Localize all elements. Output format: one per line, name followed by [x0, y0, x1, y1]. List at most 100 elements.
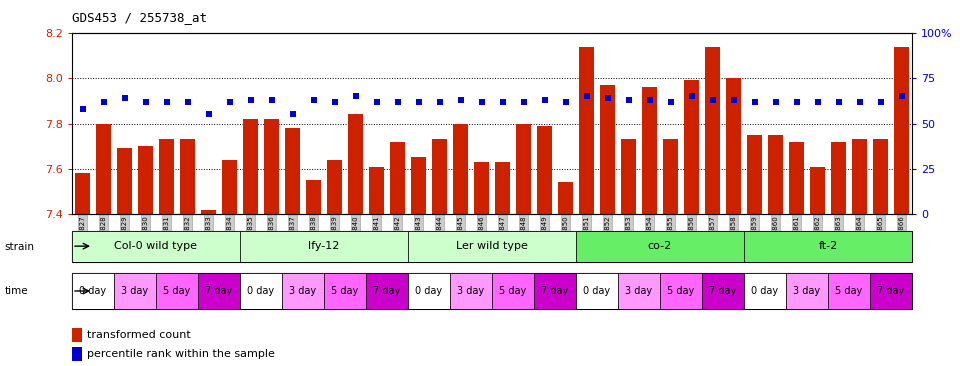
Bar [810, 167, 825, 214]
Point [768, 99, 783, 105]
Text: strain: strain [5, 242, 35, 252]
Point [285, 112, 300, 117]
Point [453, 97, 468, 103]
Text: 0 day: 0 day [584, 286, 611, 296]
Bar [453, 124, 468, 214]
Point [537, 97, 552, 103]
Bar [831, 142, 846, 214]
Bar [202, 210, 216, 214]
Bar [789, 142, 804, 214]
Bar [282, 273, 324, 309]
Bar [852, 139, 867, 214]
Text: 7 day: 7 day [373, 286, 400, 296]
Point [390, 99, 405, 105]
Bar [432, 139, 446, 214]
Bar [180, 139, 195, 214]
Bar [576, 231, 744, 262]
Point [747, 99, 762, 105]
Text: 0 day: 0 day [248, 286, 275, 296]
Point [326, 99, 342, 105]
Bar [156, 273, 198, 309]
Point [264, 97, 279, 103]
Bar [240, 273, 282, 309]
Bar [621, 139, 636, 214]
Bar [534, 273, 576, 309]
Bar [222, 160, 237, 214]
Point [621, 97, 636, 103]
Bar [408, 273, 450, 309]
Text: time: time [5, 286, 29, 296]
Point [369, 99, 384, 105]
Bar [684, 81, 699, 214]
Bar [747, 135, 762, 214]
Point [726, 97, 741, 103]
Text: 0 day: 0 day [752, 286, 779, 296]
Bar [198, 273, 240, 309]
Text: 3 day: 3 day [121, 286, 149, 296]
Point [411, 99, 426, 105]
Bar [726, 78, 741, 214]
Bar [72, 328, 82, 342]
Bar [72, 347, 82, 361]
Bar [72, 273, 114, 309]
Text: 5 day: 5 day [835, 286, 863, 296]
Point [222, 99, 237, 105]
Point [579, 93, 594, 99]
Point [516, 99, 531, 105]
Point [873, 99, 888, 105]
Point [138, 99, 154, 105]
Bar [96, 124, 110, 214]
Text: 3 day: 3 day [793, 286, 821, 296]
Bar [117, 149, 132, 214]
Bar [72, 231, 240, 262]
Bar [894, 46, 909, 214]
Bar [538, 126, 552, 214]
Text: Col-0 wild type: Col-0 wild type [114, 241, 198, 251]
Text: 7 day: 7 day [877, 286, 904, 296]
Bar [370, 167, 384, 214]
Bar [642, 87, 657, 214]
Point [96, 99, 111, 105]
Point [600, 95, 615, 101]
Bar [285, 128, 300, 214]
Bar [366, 273, 408, 309]
Point [810, 99, 826, 105]
Point [158, 99, 174, 105]
Bar [327, 160, 342, 214]
Bar [702, 273, 744, 309]
Bar [138, 146, 153, 214]
Text: co-2: co-2 [648, 241, 672, 251]
Bar [411, 157, 426, 214]
Point [348, 93, 363, 99]
Text: Ler wild type: Ler wild type [456, 241, 528, 251]
Text: 5 day: 5 day [331, 286, 359, 296]
Point [180, 99, 195, 105]
Bar [786, 273, 828, 309]
Text: 0 day: 0 day [416, 286, 443, 296]
Point [684, 93, 699, 99]
Point [243, 97, 258, 103]
Bar [744, 273, 786, 309]
Bar [660, 273, 702, 309]
Bar [828, 273, 870, 309]
Point [201, 112, 216, 117]
Text: 5 day: 5 day [499, 286, 527, 296]
Bar [348, 115, 363, 214]
Point [642, 97, 658, 103]
Bar [390, 142, 405, 214]
Text: 5 day: 5 day [667, 286, 695, 296]
Bar [495, 162, 510, 214]
Point [117, 95, 132, 101]
Text: 5 day: 5 day [163, 286, 191, 296]
Point [789, 99, 804, 105]
Text: transformed count: transformed count [87, 330, 191, 340]
Bar [159, 139, 174, 214]
Text: percentile rank within the sample: percentile rank within the sample [87, 348, 275, 359]
Bar [306, 180, 321, 214]
Bar [243, 119, 258, 214]
Point [494, 99, 510, 105]
Point [852, 99, 867, 105]
Bar [579, 46, 594, 214]
Text: 7 day: 7 day [541, 286, 568, 296]
Point [432, 99, 447, 105]
